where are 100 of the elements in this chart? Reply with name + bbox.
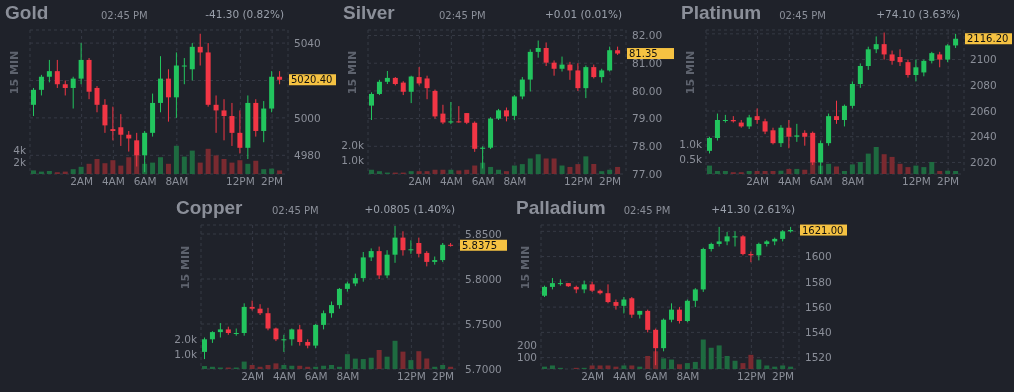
text: 15 MIN	[178, 244, 192, 292]
candlestick	[889, 50, 895, 66]
text: 2116.20	[967, 33, 1009, 45]
x-tick-label: 4AM	[612, 370, 636, 383]
candlestick	[102, 98, 108, 134]
bar	[692, 361, 698, 369]
candlestick	[684, 299, 690, 323]
y-tick-label: 80.00	[632, 84, 663, 97]
candlestick	[607, 46, 613, 73]
bar	[810, 162, 816, 174]
bar	[615, 166, 621, 174]
bar	[873, 147, 879, 174]
bar	[770, 171, 776, 174]
bar	[416, 171, 422, 174]
candlestick	[369, 91, 374, 121]
candlestick	[645, 309, 651, 333]
bar	[527, 158, 533, 174]
y-tick-label: 2100	[970, 53, 997, 66]
candlestick	[519, 76, 525, 100]
text: 15 MIN	[683, 49, 697, 97]
candlestick	[714, 113, 720, 142]
candlestick	[456, 105, 462, 124]
x-tick-label: 4AM	[101, 175, 125, 188]
bar	[913, 165, 919, 174]
bar	[281, 364, 287, 369]
candlestick	[118, 113, 124, 147]
bar	[786, 168, 792, 174]
x-tick-label: 2PM	[937, 175, 960, 188]
bar	[629, 365, 635, 369]
candlestick	[202, 337, 207, 360]
candlestick	[237, 109, 243, 154]
bar	[756, 359, 762, 369]
bar	[746, 171, 752, 174]
x-tick-label: 8AM	[841, 175, 865, 188]
bar	[567, 166, 573, 174]
x-tick-label: 2AM	[581, 370, 605, 383]
bar	[249, 364, 255, 369]
bar	[150, 162, 156, 174]
candlestick	[440, 242, 446, 263]
bar	[408, 360, 414, 369]
chart-title: Palladium	[516, 197, 606, 219]
candlestick	[110, 106, 116, 141]
candlestick	[189, 42, 195, 81]
candlestick	[740, 234, 746, 256]
x-tick-label: 6AM	[304, 370, 328, 383]
bar	[714, 171, 720, 174]
y-tick-label: 5.8500	[465, 227, 502, 240]
bar	[762, 171, 768, 174]
candlestick	[38, 74, 44, 96]
chart-subtitle: 02:45 PM	[779, 10, 826, 21]
bar	[583, 156, 589, 174]
text: 5020.40	[291, 74, 333, 86]
candlestick	[181, 57, 187, 85]
y-tick-label: 82.00	[632, 29, 663, 42]
bar	[46, 171, 52, 174]
bar	[748, 354, 754, 369]
bar	[31, 170, 36, 174]
bar	[897, 163, 903, 174]
bar	[181, 156, 187, 174]
x-tick-label: 6AM	[644, 370, 668, 383]
bar	[297, 365, 303, 369]
text: 1621.00	[802, 224, 844, 236]
bar	[273, 363, 279, 369]
bar	[559, 165, 565, 174]
bar	[937, 171, 943, 174]
bar	[384, 356, 390, 369]
bar	[535, 154, 541, 174]
bar	[158, 157, 164, 174]
candlestick	[583, 64, 589, 99]
bar	[905, 167, 911, 174]
candlestick	[54, 59, 60, 89]
bar	[722, 171, 728, 174]
candlestick	[841, 104, 847, 127]
x-tick-label: 12PM	[736, 370, 766, 383]
bar	[261, 169, 267, 174]
bar	[700, 339, 706, 369]
candlestick	[621, 296, 627, 314]
candlestick	[408, 75, 414, 104]
y2-tick-label: 1.0k	[174, 347, 198, 360]
y-tick-label: 79.00	[632, 112, 663, 125]
x-tick-label: 12PM	[396, 370, 426, 383]
candlestick	[78, 42, 84, 85]
candlestick	[629, 296, 635, 319]
candlestick	[897, 48, 903, 67]
candlestick	[229, 102, 235, 147]
candlestick	[261, 100, 267, 143]
bar	[724, 356, 730, 369]
y-tick-label: 5.7500	[465, 317, 502, 330]
bar	[245, 163, 251, 174]
bar	[503, 171, 509, 174]
candlestick	[905, 59, 911, 79]
bar	[708, 347, 714, 369]
y-tick-label: 2080	[970, 79, 997, 92]
candlestick	[559, 56, 565, 73]
y2-tick-label: 1.0k	[679, 137, 703, 150]
y2-tick-label: 0.5k	[679, 152, 703, 165]
bar	[289, 365, 295, 369]
bar	[676, 364, 682, 369]
y-tick-label: 2020	[970, 156, 997, 169]
text: +0.01 (0.01%)	[544, 8, 622, 20]
